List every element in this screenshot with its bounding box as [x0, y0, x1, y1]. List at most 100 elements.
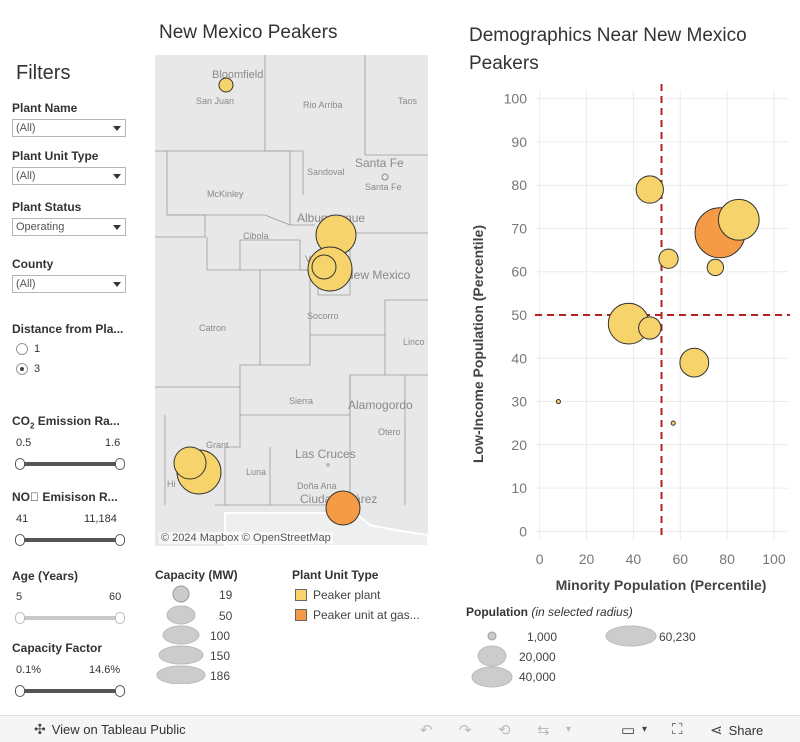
capacity-factor-slider-max-handle[interactable]	[115, 685, 125, 697]
map-label-hidalgo: Hi	[167, 479, 176, 489]
population-legend-circles	[471, 631, 513, 688]
plant-unit-type-value: (All)	[16, 170, 36, 182]
population-legend-item: 40,000	[519, 670, 556, 684]
refresh-icon[interactable]: ⇆	[537, 722, 550, 739]
plant-status-dropdown[interactable]: Operating	[12, 218, 126, 236]
map-view[interactable]: Bloomfield San Juan Rio Arriba Taos Sant…	[155, 55, 428, 546]
plant-marker[interactable]	[325, 490, 361, 526]
unit-type-legend-item: Peaker plant	[313, 588, 381, 602]
redo-icon[interactable]: ↷	[459, 722, 472, 739]
chevron-down-icon[interactable]: ▾	[642, 724, 648, 735]
map-label-mckinley: McKinley	[207, 189, 244, 199]
revert-icon[interactable]: ⟲	[498, 722, 511, 739]
x-tick-label: 100	[762, 551, 786, 567]
map-label-new-mexico: New Mexico	[345, 268, 411, 282]
map-label-rio-arriba: Rio Arriba	[303, 100, 343, 110]
scatter-point[interactable]	[670, 420, 676, 426]
age-min: 5	[16, 591, 23, 603]
distance-option-1[interactable]: 1	[16, 343, 40, 355]
device-preview-icon[interactable]: ▭	[621, 722, 636, 739]
distance-option-3[interactable]: 3	[16, 363, 40, 375]
chevron-down-icon	[113, 126, 121, 131]
co2-min: 0.5	[16, 437, 32, 449]
view-on-tableau-label: View on Tableau Public	[51, 722, 186, 737]
plant-unit-type-label: Plant Unit Type	[12, 149, 99, 163]
y-tick-label: 70	[511, 220, 527, 236]
scatter-point[interactable]	[555, 399, 561, 405]
population-legend-title: Population (in selected radius)	[466, 605, 633, 619]
y-tick-label: 60	[511, 264, 527, 280]
age-slider-min-handle[interactable]	[15, 612, 25, 624]
plant-marker[interactable]	[218, 77, 234, 93]
unit-type-legend-title: Plant Unit Type	[292, 568, 379, 582]
scatter-point[interactable]	[658, 248, 679, 269]
y-tick-label: 0	[519, 523, 527, 539]
nox-max: 11,184	[84, 513, 117, 525]
radio-button[interactable]	[16, 343, 28, 355]
view-on-tableau-button[interactable]: ✣ View on Tableau Public	[34, 721, 186, 738]
co2-slider-max-handle[interactable]	[115, 458, 125, 470]
chevron-down-icon[interactable]: ▾	[566, 724, 572, 735]
map-label-taos: Taos	[398, 96, 418, 106]
y-tick-label: 20	[511, 437, 527, 453]
scatter-point[interactable]	[679, 347, 710, 378]
nox-slider-track[interactable]	[18, 538, 122, 542]
map-label-lincoln: Linco	[403, 337, 425, 347]
capacity-factor-slider-track[interactable]	[18, 689, 122, 693]
share-button[interactable]: ⋖ Share	[710, 721, 763, 739]
plant-name-label: Plant Name	[12, 101, 78, 115]
peaker-unit-gas-swatch	[295, 609, 307, 621]
x-tick-label: 20	[579, 551, 595, 567]
map-label-sierra: Sierra	[289, 396, 314, 406]
capacity-legend-item: 50	[219, 609, 233, 623]
co2-slider-min-handle[interactable]	[15, 458, 25, 470]
scatter-point[interactable]	[706, 258, 725, 277]
city-marker	[326, 463, 330, 467]
map-label-valencia: V	[305, 254, 312, 264]
map-title: New Mexico Peakers	[159, 22, 338, 43]
map-label-alamogordo: Alamogordo	[348, 398, 413, 412]
co2-slider-track[interactable]	[18, 462, 122, 466]
scatter-point[interactable]	[638, 316, 662, 340]
undo-icon[interactable]: ↶	[420, 722, 433, 739]
capacity-legend-item: 186	[210, 669, 231, 683]
distance-option-label: 3	[34, 363, 41, 375]
fullscreen-icon[interactable]: ⛶	[672, 721, 683, 738]
capacity-legend-item: 150	[210, 649, 231, 663]
scatter-point[interactable]	[717, 198, 760, 241]
plant-markers	[173, 77, 389, 526]
plant-marker[interactable]	[311, 254, 337, 280]
share-icon: ⋖	[710, 722, 723, 739]
reference-lines	[535, 84, 790, 540]
nox-slider-max-handle[interactable]	[115, 534, 125, 546]
capacity-factor-slider-min-handle[interactable]	[15, 685, 25, 697]
nox-min: 41	[16, 513, 29, 525]
radio-button-selected[interactable]	[16, 363, 28, 375]
map-label-las-cruces: Las Cruces	[295, 447, 356, 461]
scatter-point[interactable]	[635, 175, 664, 204]
nox-slider-min-handle[interactable]	[15, 534, 25, 546]
plant-marker[interactable]	[173, 446, 207, 480]
age-slider-track[interactable]	[18, 616, 122, 620]
peaker-plant-swatch	[295, 589, 307, 601]
county-dropdown[interactable]: (All)	[12, 275, 126, 293]
county-value: (All)	[16, 278, 36, 290]
capacity-legend-item: 19	[219, 588, 233, 602]
plant-unit-type-dropdown[interactable]: (All)	[12, 167, 126, 185]
plant-name-dropdown[interactable]: (All)	[12, 119, 126, 137]
capacity-legend-circles	[156, 585, 206, 684]
y-tick-label: 90	[511, 134, 527, 150]
x-tick-label: 0	[536, 551, 544, 567]
x-axis-label: Minority Population (Percentile)	[556, 577, 767, 593]
scatter-plot[interactable]: 0 10 20 30 40 50 60 70 80 90 100 0 20 40 60 80 100 Minor…	[460, 80, 795, 600]
map-attribution[interactable]: © 2024 Mapbox © OpenStreetMap	[159, 532, 333, 544]
tableau-logo-icon: ✣	[34, 721, 46, 737]
plant-name-value: (All)	[16, 122, 36, 134]
age-slider-max-handle[interactable]	[115, 612, 125, 624]
data-points	[555, 175, 760, 426]
unit-type-legend-item: Peaker unit at gas...	[313, 608, 420, 622]
y-tick-label: 10	[511, 480, 527, 496]
map-label-santa-fe-city: Santa Fe	[355, 156, 404, 170]
map-label-luna: Luna	[246, 467, 267, 477]
x-tick-label: 60	[672, 551, 688, 567]
